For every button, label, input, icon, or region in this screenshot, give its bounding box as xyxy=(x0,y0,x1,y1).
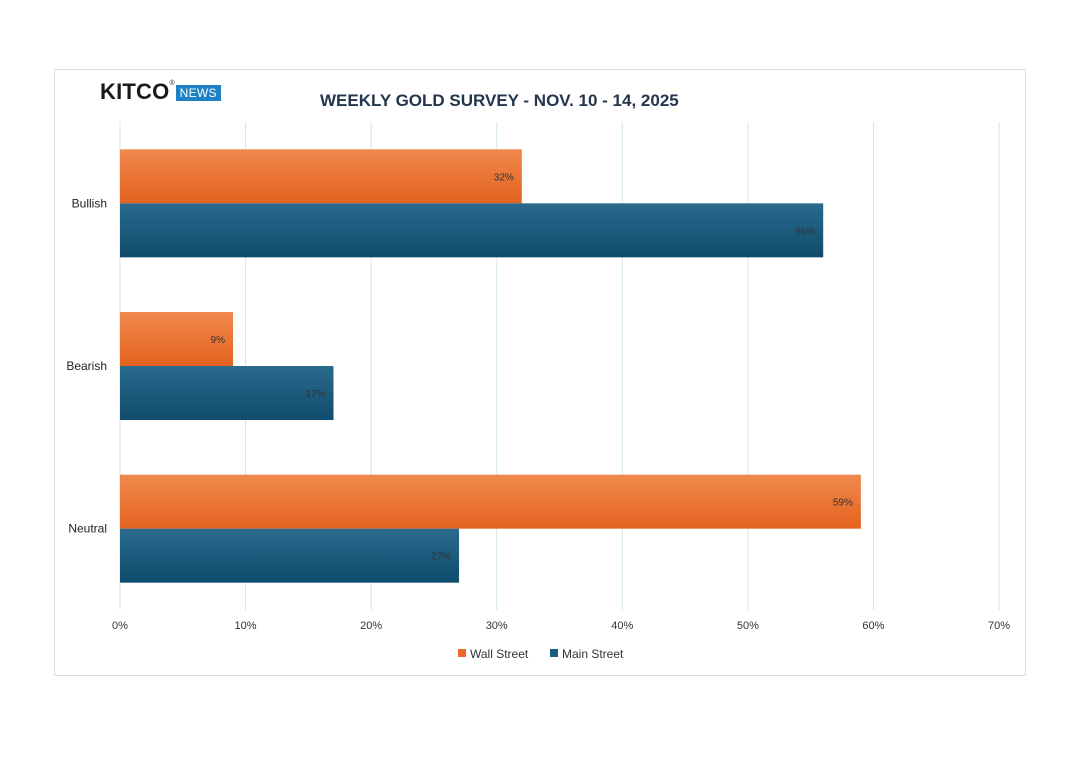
category-label-bearish: Bearish xyxy=(66,359,107,373)
bar-wall-street-bearish xyxy=(120,312,234,366)
data-label-main-street-bullish: 56% xyxy=(795,226,815,237)
data-label-wall-street-bullish: 32% xyxy=(494,172,514,183)
bar-main-street-bullish xyxy=(120,203,824,258)
chart-title: WEEKLY GOLD SURVEY - NOV. 10 - 14, 2025 xyxy=(320,91,679,110)
category-label-bullish: Bullish xyxy=(72,196,107,210)
legend-swatch-main-street xyxy=(550,649,558,657)
x-tick-label: 30% xyxy=(486,620,508,632)
legend-swatch-wall-street xyxy=(458,649,466,657)
x-tick-label: 40% xyxy=(611,620,633,632)
bar-wall-street-neutral xyxy=(120,474,861,529)
bar-wall-street-bullish xyxy=(120,149,522,204)
data-label-main-street-neutral: 27% xyxy=(431,552,451,563)
x-tick-label: 20% xyxy=(360,620,382,632)
x-tick-label: 50% xyxy=(737,620,759,632)
data-label-wall-street-bearish: 9% xyxy=(211,335,226,346)
category-label-neutral: Neutral xyxy=(68,522,107,536)
legend-label-wall-street: Wall Street xyxy=(470,647,529,661)
legend-label-main-street: Main Street xyxy=(562,647,624,661)
kitco-news-logo: KITCO ® NEWS xyxy=(100,80,221,104)
x-tick-label: 10% xyxy=(235,620,257,632)
logo-registered-mark: ® xyxy=(169,80,175,87)
bar-main-street-bearish xyxy=(120,366,334,420)
data-label-wall-street-neutral: 59% xyxy=(833,498,853,509)
logo-brand: KITCO xyxy=(100,79,170,104)
x-tick-label: 70% xyxy=(988,620,1010,632)
x-tick-label: 60% xyxy=(862,620,884,632)
data-label-main-street-bearish: 17% xyxy=(305,389,325,400)
bar-main-street-neutral xyxy=(120,528,460,583)
x-tick-label: 0% xyxy=(112,620,128,632)
logo-news-tag: NEWS xyxy=(175,85,221,101)
